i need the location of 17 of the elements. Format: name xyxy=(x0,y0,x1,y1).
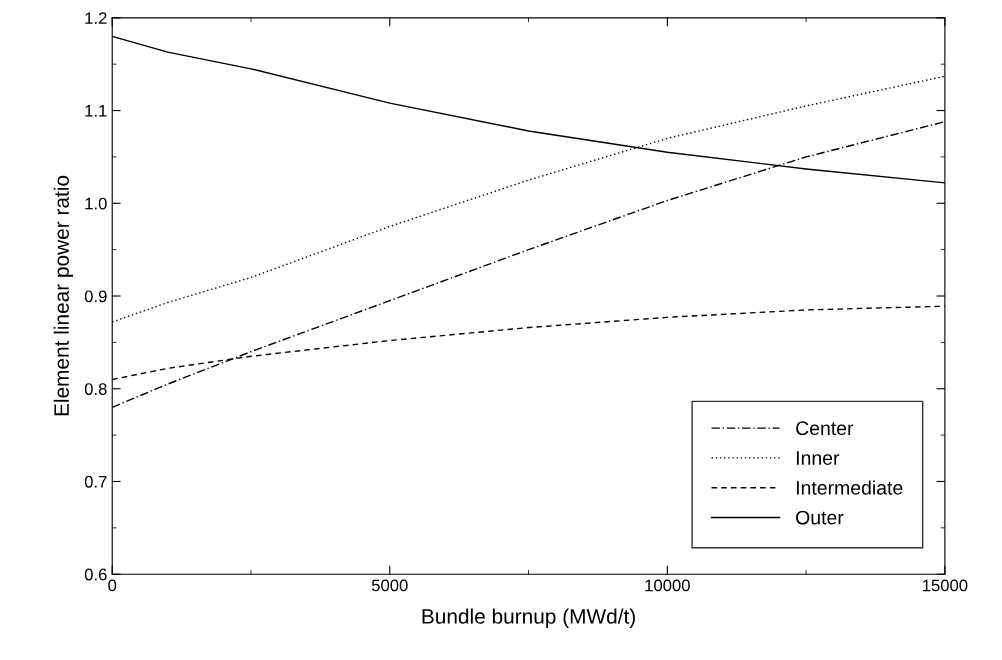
y-tick-label: 1.1 xyxy=(85,105,107,117)
legend-label: Outer xyxy=(796,510,844,525)
y-tick-label: 0.7 xyxy=(84,475,107,488)
legend-label: Inner xyxy=(796,451,840,465)
x-tick-label: 10000 xyxy=(645,579,690,592)
x-tick-label: 0 xyxy=(108,579,117,592)
legend-label: Intermediate xyxy=(796,480,903,495)
x-axis-title: Bundle burnup (MWd/t) xyxy=(422,608,635,628)
y-tick-label: 0.6 xyxy=(84,568,107,581)
x-tick-label: 15000 xyxy=(922,579,968,592)
y-tick-label: 0.9 xyxy=(84,290,107,303)
y-tick-label: 1.0 xyxy=(85,197,107,210)
legend-label: Center xyxy=(796,421,854,436)
x-tick-label: 5000 xyxy=(371,579,408,592)
y-axis-title: Element linear power ratio xyxy=(53,175,74,416)
y-tick-label: 0.8 xyxy=(84,383,107,395)
y-tick-label: 1.2 xyxy=(85,12,107,24)
